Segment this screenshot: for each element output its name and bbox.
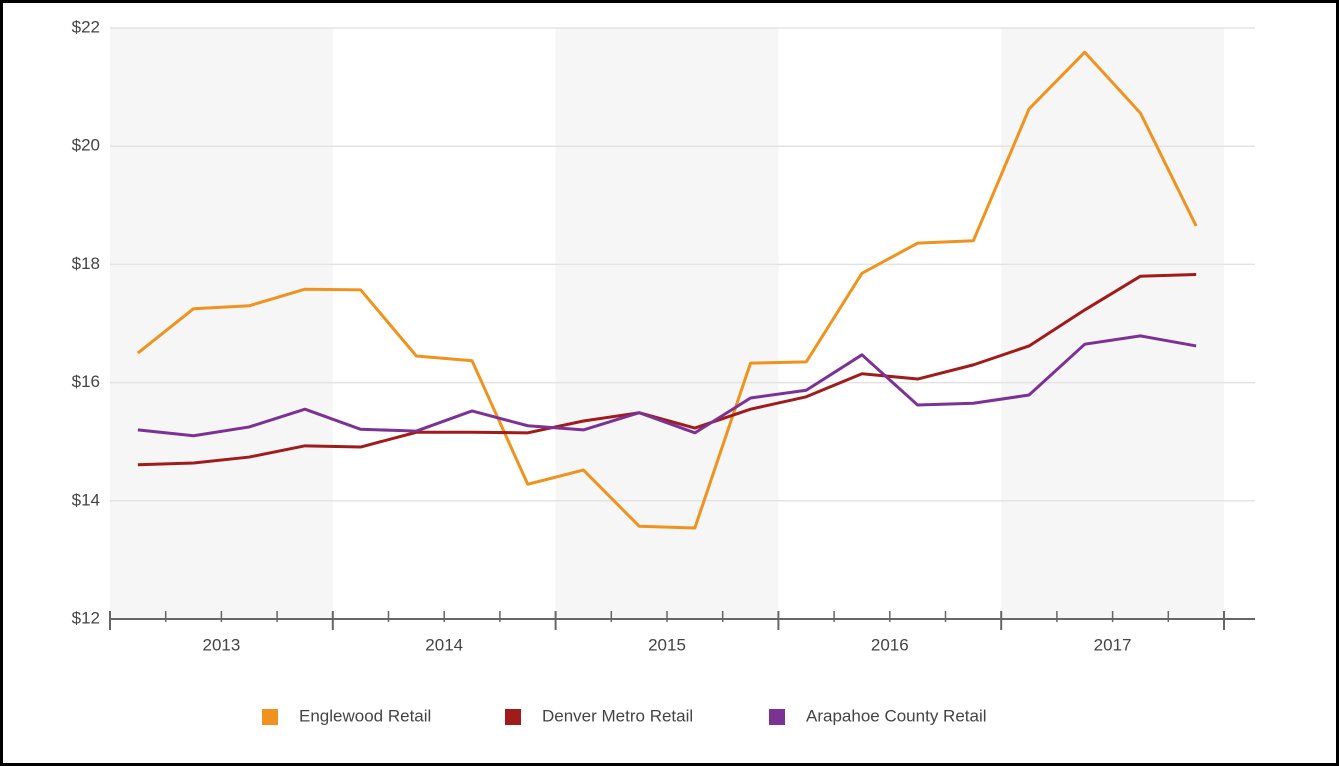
x-tick-label: 2015 — [648, 635, 686, 654]
legend-swatch — [505, 709, 521, 725]
y-tick-label: $12 — [72, 608, 100, 627]
year-band — [110, 28, 333, 619]
legend-label: Denver Metro Retail — [542, 706, 693, 725]
x-tick-label: 2013 — [202, 635, 240, 654]
y-tick-label: $20 — [72, 136, 100, 155]
y-tick-label: $16 — [72, 372, 100, 391]
year-band — [1001, 28, 1224, 619]
legend-label: Englewood Retail — [299, 706, 431, 725]
x-tick-label: 2014 — [425, 635, 463, 654]
y-tick-label: $14 — [72, 490, 100, 509]
legend-swatch — [769, 709, 785, 725]
year-band — [555, 28, 779, 619]
series-line — [137, 334, 1197, 438]
x-tick-label: 2016 — [871, 635, 909, 654]
series-line — [136, 50, 1198, 530]
legend-label: Arapahoe County Retail — [806, 706, 987, 725]
x-tick-label: 2017 — [1094, 635, 1132, 654]
y-tick-label: $18 — [72, 254, 100, 273]
series-line — [137, 272, 1197, 467]
y-tick-label: $22 — [72, 17, 100, 36]
legend-swatch — [262, 709, 278, 725]
